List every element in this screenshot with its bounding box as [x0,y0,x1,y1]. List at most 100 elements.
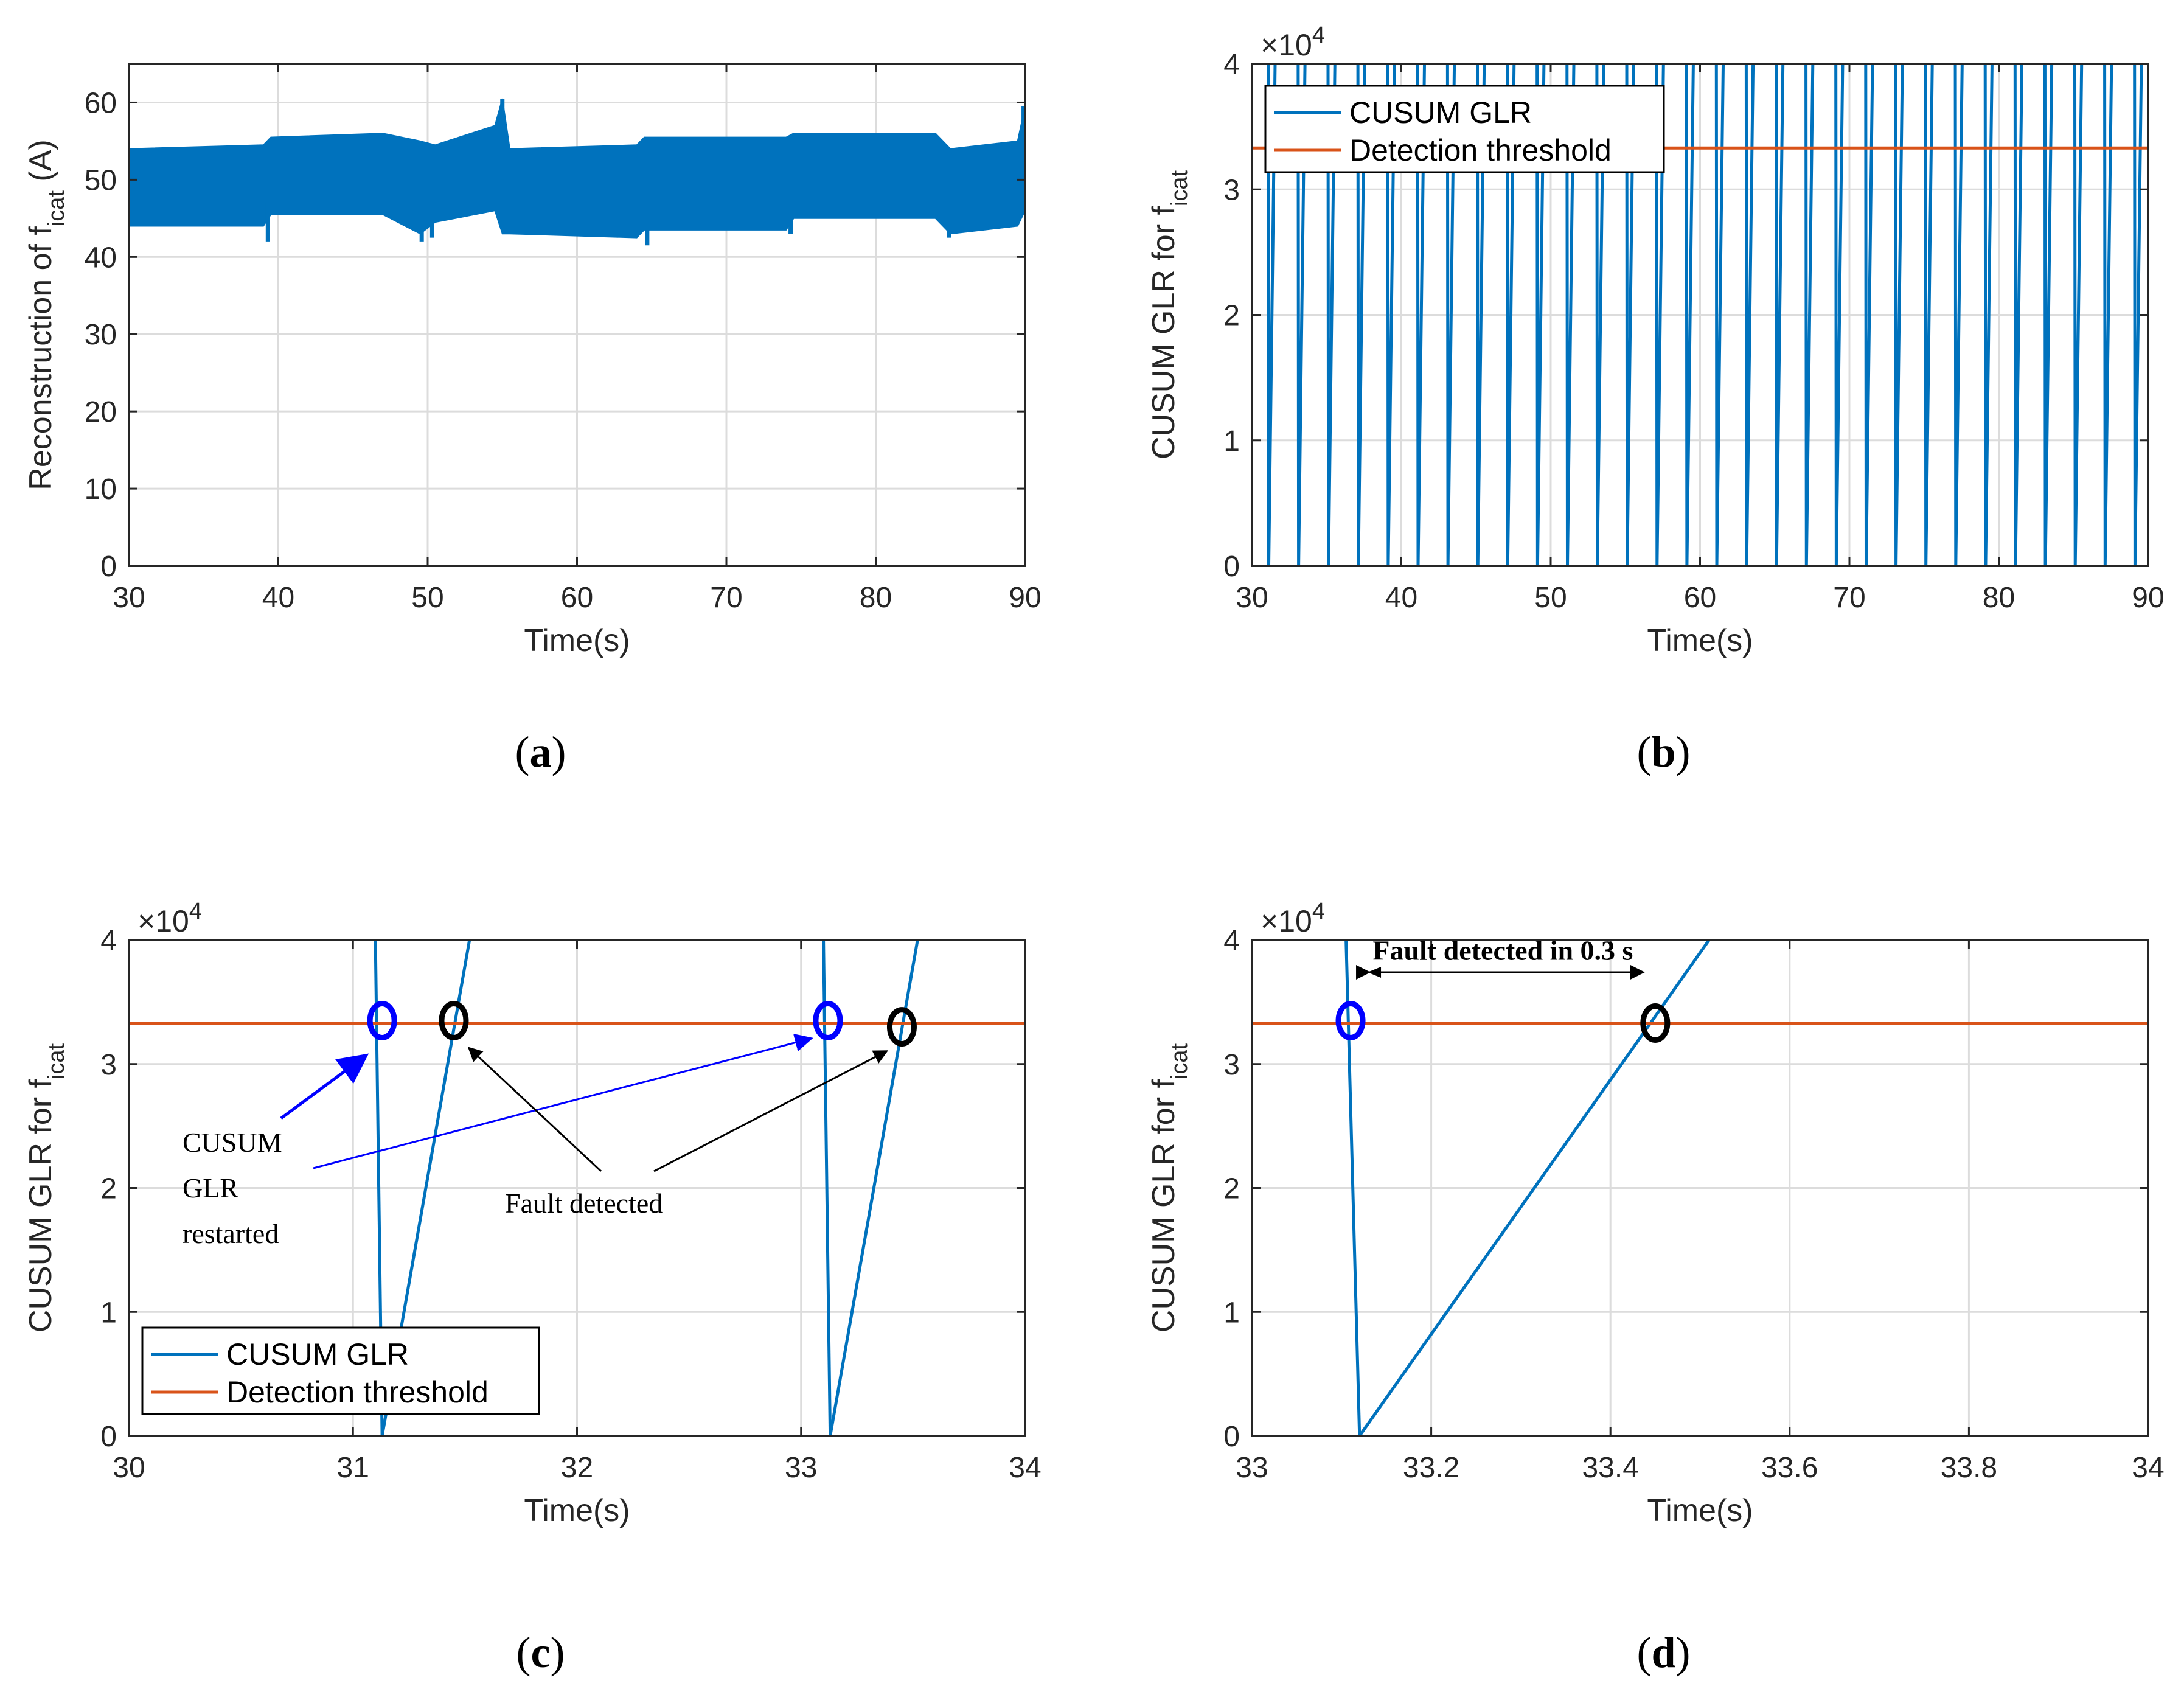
series-group [1252,940,2148,1436]
y-exponent-label: ×104 [137,899,202,938]
x-tick-label: 60 [1684,582,1716,614]
x-tick-label: 33.4 [1582,1452,1638,1484]
legend-entry: CUSUM GLR [226,1337,409,1371]
y-tick-label: 10 [85,473,117,506]
panel-b: 30 40 50 60 70 80 90 0 1 2 3 4 Time(s) CUSUM GLR for … [1146,23,2165,776]
detection-marker [886,1007,917,1047]
cusum-glr-cycle [1953,64,1964,566]
x-tick-label: 34 [2132,1452,2164,1484]
legend-entry: Detection threshold [1349,133,1612,167]
legend-box [1264,85,1665,173]
cusum-glr-cycle [2133,64,2143,566]
x-tick-label: 33 [785,1452,817,1484]
cusum-glr-cycle [1804,64,1815,566]
x-tick-label: 70 [1833,582,1865,614]
cusum-glr-cycle [1864,64,1874,566]
x-tick-label: 80 [860,582,892,614]
y-tick-label: 50 [85,164,117,197]
x-tick-label: 33 [1236,1452,1268,1484]
legend-entry: CUSUM GLR [1349,96,1532,130]
y-tick-label: 30 [85,319,117,351]
x-axis-label: Time(s) [524,1493,630,1528]
y-tick-label: 4 [100,925,117,957]
y-tick-label: 4 [1223,49,1240,81]
y-tick-label: 1 [1223,1297,1240,1329]
cusum-glr-cycle [1983,64,1994,566]
detection-marker [439,1000,469,1040]
x-tick-label: 40 [262,582,294,614]
panel-caption: (a) [515,728,566,776]
x-tick-label: 60 [561,582,593,614]
restart-annotation: CUSUM [183,1127,282,1158]
restart-arrow [280,1053,369,1120]
y-tick-label: 1 [100,1297,117,1329]
restart-marker [813,1000,843,1040]
panel-caption: (d) [1636,1628,1690,1677]
x-tick-label: 33.8 [1941,1452,1997,1484]
x-tick-label: 80 [1983,582,2015,614]
cusum-glr-cycle [1625,64,1635,566]
x-tick-label: 30 [113,582,145,614]
x-tick-label: 31 [337,1452,369,1484]
cusum-glr-cycle [1475,64,1486,566]
restart-annotation: GLR [183,1172,238,1203]
detection-annotation: Fault detected [505,1188,663,1219]
series-group [129,98,1025,246]
cusum-glr-cycle [1924,64,1934,566]
interval-arrowhead [1368,966,1382,978]
cusum-glr-cycle [2073,64,2084,566]
y-exponent-label: ×104 [1261,899,1325,938]
y-tick-label: 0 [1223,1421,1240,1453]
y-tick-label: 0 [100,551,117,583]
y-tick-label: 0 [100,1421,117,1453]
cusum-glr-cycle [1296,64,1307,566]
panel-a: 30 40 50 60 70 80 90 0 10 20 30 40 50 60 Time(s) Recons… [23,63,1042,776]
y-tick-label: 2 [100,1173,117,1205]
panel-caption: (c) [516,1628,565,1677]
cusum-glr-cycle [1685,64,1695,566]
y-tick-label: 3 [1223,174,1240,206]
legend: CUSUM GLR Detection threshold [141,1326,540,1415]
cusum-glr-cycle [1595,64,1605,566]
x-tick-label: 30 [1236,582,1268,614]
x-tick-label: 50 [1534,582,1567,614]
x-axis-label: Time(s) [1647,1493,1753,1528]
x-tick-label: 50 [411,582,443,614]
cusum-glr-cycle [1506,64,1516,566]
y-tick-label: 2 [1223,1173,1240,1205]
y-tick-label: 3 [1223,1049,1240,1081]
y-axis-label: CUSUM GLR for ficat [23,1043,69,1332]
cusum-glr-cycle [1894,64,1904,566]
cusum-glr-cycle [2013,64,2024,566]
legend-entry: Detection threshold [226,1375,489,1409]
cusum-glr-cycle [2043,64,2054,566]
cusum-glr-cycle [1267,64,1277,566]
cusum-glr-cycle [1744,64,1755,566]
x-axis-label: Time(s) [524,623,630,658]
y-axis-label: Reconstruction of ficat (A) [23,139,69,490]
restart-marker [1335,1000,1366,1040]
y-tick-label: 2 [1223,300,1240,332]
x-tick-label: 30 [113,1452,145,1484]
y-tick-label: 1 [1223,425,1240,458]
cusum-glr-cycle [1565,64,1576,566]
cusum-glr-cycle [1326,64,1337,566]
cusum-glr-cycle [1386,64,1396,566]
y-axis-label: CUSUM GLR for ficat [1146,1043,1192,1332]
cusum-glr-cycle [1655,64,1665,566]
y-tick-label: 60 [85,87,117,119]
detection-marker [1640,1003,1671,1043]
series-group [1252,64,2148,566]
x-tick-label: 34 [1009,1452,1041,1484]
x-tick-label: 33.6 [1761,1452,1818,1484]
y-axis-label: CUSUM GLR for ficat [1146,170,1192,459]
cusum-glr-cycle [1714,64,1725,566]
x-tick-label: 70 [710,582,742,614]
x-axis-label: Time(s) [1647,623,1753,658]
cusum-glr-cycle [1445,64,1456,566]
x-tick-label: 40 [1385,582,1417,614]
cusum-glr-cycle [1535,64,1546,566]
restart-arrow [313,1033,813,1169]
